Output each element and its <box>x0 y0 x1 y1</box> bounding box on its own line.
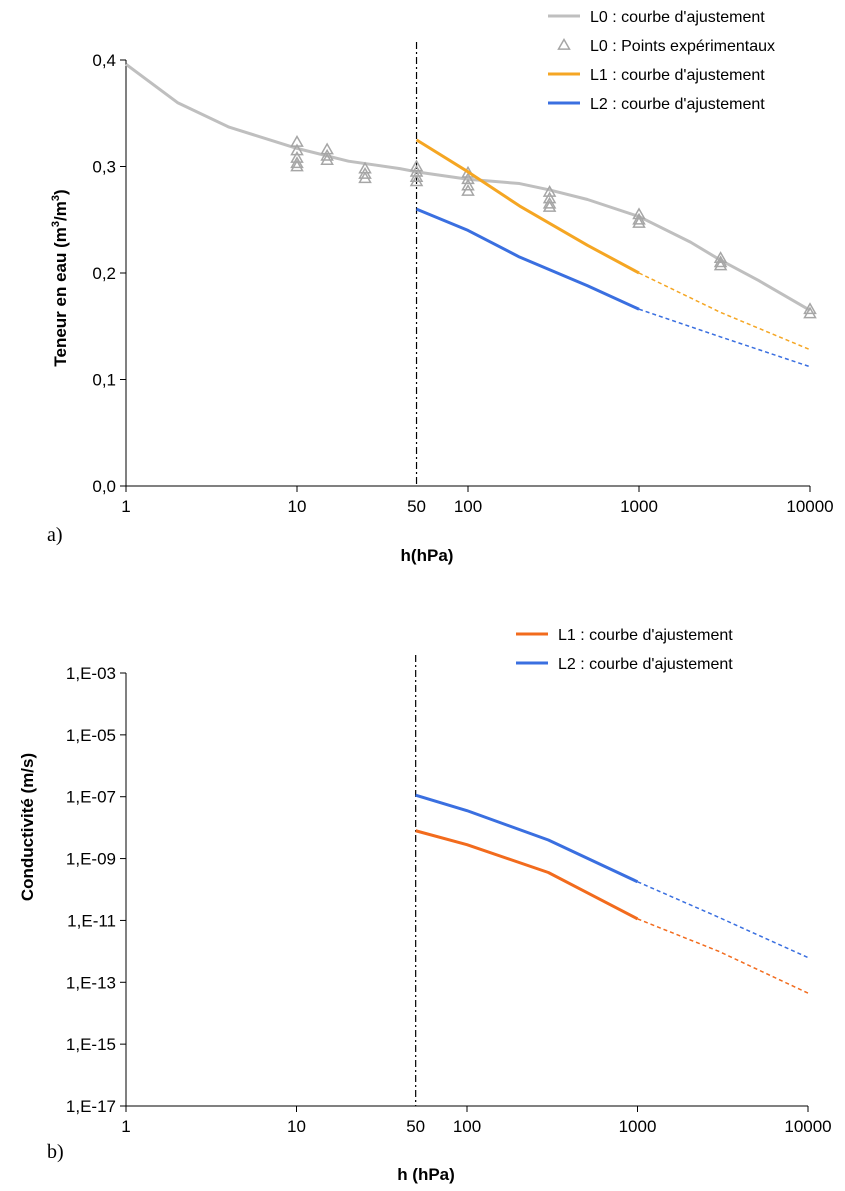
chart-a-series <box>125 42 817 486</box>
chart-a-y-tick-label: 0,4 <box>92 51 116 70</box>
chart-a-point <box>461 178 475 191</box>
chart-a-point <box>409 174 424 187</box>
chart-b-xlabel: h (hPa) <box>397 1165 455 1184</box>
chart-a-point <box>632 212 646 225</box>
chart-b-x-tick-label: 100 <box>453 1117 481 1136</box>
chart-a-point <box>803 306 817 319</box>
chart-a-y-tick-label: 0,0 <box>92 477 116 496</box>
chart-a-y-tick-label: 0,1 <box>92 371 116 390</box>
chart-a-point <box>320 148 334 161</box>
chart-a-legend: L0 : courbe d'ajustement L0 : Points expé… <box>548 9 775 113</box>
chart-a-legend-label: L1 : courbe d'ajustement <box>590 67 765 84</box>
chart-a-point <box>632 215 646 228</box>
chart-b-x-tick-label: 1000 <box>619 1117 657 1136</box>
chart-a-point <box>542 196 557 209</box>
chart-a-point <box>542 185 557 197</box>
chart-a-point <box>290 159 304 172</box>
chart-b-legend: L1 : courbe d'ajustement L2 : courbe d'aj… <box>516 627 733 673</box>
chart-a-point <box>542 199 557 212</box>
chart-a-point <box>320 153 334 165</box>
chart-a-x-tick-label: 100 <box>454 497 482 516</box>
chart-a-legend-label: L2 : courbe d'ajustement <box>590 96 765 113</box>
chart-a-y-tick-label: 0,2 <box>92 264 116 283</box>
chart-a-point <box>713 258 728 271</box>
chart-a-point <box>358 166 372 179</box>
chart-b-y-tick-label: 1,E-09 <box>66 850 116 869</box>
chart-b-y-tick-label: 1,E-07 <box>66 788 116 807</box>
chart-b-panel-label: b) <box>47 1141 64 1163</box>
chart-b-x-tick-label: 1 <box>121 1117 130 1136</box>
chart-b-legend-label: L1 : courbe d'ajustement <box>558 627 733 644</box>
chart-a-point <box>461 183 475 196</box>
chart-b-series <box>415 655 809 1106</box>
chart-b-y-tick-label: 1,E-03 <box>66 664 116 683</box>
chart-b-y-tick-label: 1,E-05 <box>66 726 116 745</box>
chart-a-point <box>713 255 728 268</box>
chart-a-x-tick-label: 10000 <box>786 497 833 516</box>
chart-b-ylabel: Conductivité (m/s) <box>18 753 37 901</box>
chart-b-x-tick-label: 10 <box>287 1117 306 1136</box>
chart-a-point <box>290 143 304 156</box>
chart-a-panel-label: a) <box>47 524 63 546</box>
chart-a-series-line <box>638 308 811 368</box>
chart-a-ylabel: Teneur en eau (m3/m3) <box>50 189 70 366</box>
chart-a-legend-label: L0 : courbe d'ajustement <box>590 9 765 26</box>
chart-b-series-line <box>415 793 639 884</box>
chart-a-series-line <box>638 272 811 351</box>
chart-a-x-tick-label: 1 <box>121 497 130 516</box>
chart-a-series-line <box>415 207 640 311</box>
chart-b-series-line <box>637 918 809 994</box>
chart-a-series-line <box>125 63 811 312</box>
chart-b-y-tick-label: 1,E-13 <box>66 973 116 992</box>
chart-b-axes: 1,E-17 1,E-15 1,E-13 1,E-11 1,E-09 1,E-07 1,E-… <box>66 664 832 1136</box>
chart-a-x-tick-label: 10 <box>288 497 307 516</box>
chart-b-x-tick-label: 10000 <box>784 1117 831 1136</box>
chart-a-point <box>320 142 334 155</box>
chart-a-axes: 0,0 0,1 0,2 0,3 0,4 1 10 50 100 1000 10000 <box>92 51 833 516</box>
chart-a-x-tick-label: 50 <box>407 497 426 516</box>
chart-a-point <box>409 170 424 183</box>
chart-a-point <box>461 172 475 185</box>
chart-b-series-line <box>637 881 809 959</box>
chart-b-y-tick-label: 1,E-11 <box>67 911 116 930</box>
chart-a-legend-label: L0 : Points expérimentaux <box>590 38 775 55</box>
chart-a-y-tick-label: 0,3 <box>92 158 116 177</box>
chart-a-legend-marker <box>557 37 571 50</box>
chart-a-point <box>713 251 728 263</box>
chart-b-y-tick-label: 1,E-15 <box>66 1035 116 1054</box>
chart-a-xlabel: h(hPa) <box>401 546 454 565</box>
chart-a-point <box>290 156 304 169</box>
chart-b-legend-label: L2 : courbe d'ajustement <box>558 656 733 673</box>
chart-a-point <box>358 171 372 184</box>
chart-b-x-tick-label: 50 <box>406 1117 425 1136</box>
chart-b-series-line <box>415 829 639 921</box>
chart-a-point <box>803 302 817 315</box>
chart-b-y-tick-label: 1,E-17 <box>66 1097 116 1116</box>
chart-a-x-tick-label: 1000 <box>620 497 658 516</box>
chart-b: 1,E-17 1,E-15 1,E-13 1,E-11 1,E-09 1,E-07 1,E-… <box>18 627 832 1184</box>
chart-a-series-line <box>415 138 640 275</box>
chart-a: 0,0 0,1 0,2 0,3 0,4 1 10 50 100 1000 10000 L0 : co… <box>47 9 834 565</box>
